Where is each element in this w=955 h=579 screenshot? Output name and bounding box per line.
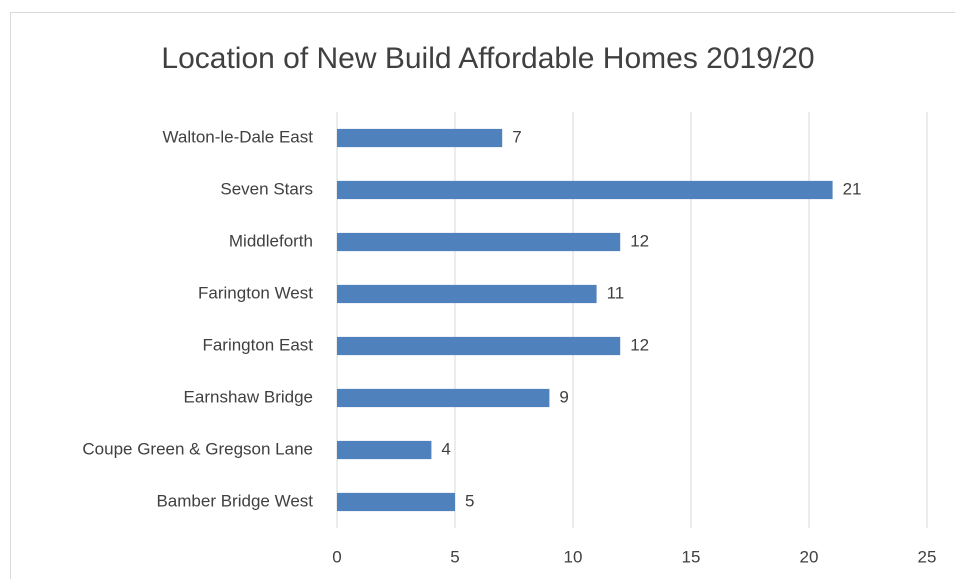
y-tick-label: Farington West: [198, 283, 313, 302]
x-tick-label: 15: [682, 547, 701, 566]
data-label: 9: [559, 387, 568, 406]
chart-title: Location of New Build Affordable Homes 2…: [161, 42, 814, 75]
bar: [337, 284, 597, 304]
data-label: 5: [465, 491, 474, 510]
bar: [337, 388, 550, 408]
x-tick-label: 0: [332, 547, 341, 566]
bar: [337, 492, 455, 512]
bar: [337, 440, 432, 460]
y-tick-label: Coupe Green & Gregson Lane: [82, 439, 313, 458]
y-tick-label: Earnshaw Bridge: [184, 387, 313, 406]
y-tick-label: Farington East: [202, 335, 313, 354]
data-label: 11: [607, 283, 625, 302]
x-tick-label: 20: [800, 547, 819, 566]
bar: [337, 180, 833, 200]
bar: [337, 336, 621, 356]
data-label: 4: [441, 439, 450, 458]
x-tick-label: 25: [918, 547, 937, 566]
bar: [337, 232, 621, 252]
data-label: 12: [630, 231, 649, 250]
y-tick-label: Middleforth: [229, 231, 313, 250]
y-tick-label: Walton-le-Dale East: [162, 127, 313, 146]
bar: [337, 128, 503, 148]
y-tick-label: Seven Stars: [220, 179, 313, 198]
x-tick-label: 5: [450, 547, 459, 566]
data-label: 12: [630, 335, 649, 354]
data-label: 7: [512, 127, 521, 146]
x-tick-label: 10: [564, 547, 583, 566]
data-label: 21: [843, 179, 862, 198]
y-tick-label: Bamber Bridge West: [156, 491, 313, 510]
